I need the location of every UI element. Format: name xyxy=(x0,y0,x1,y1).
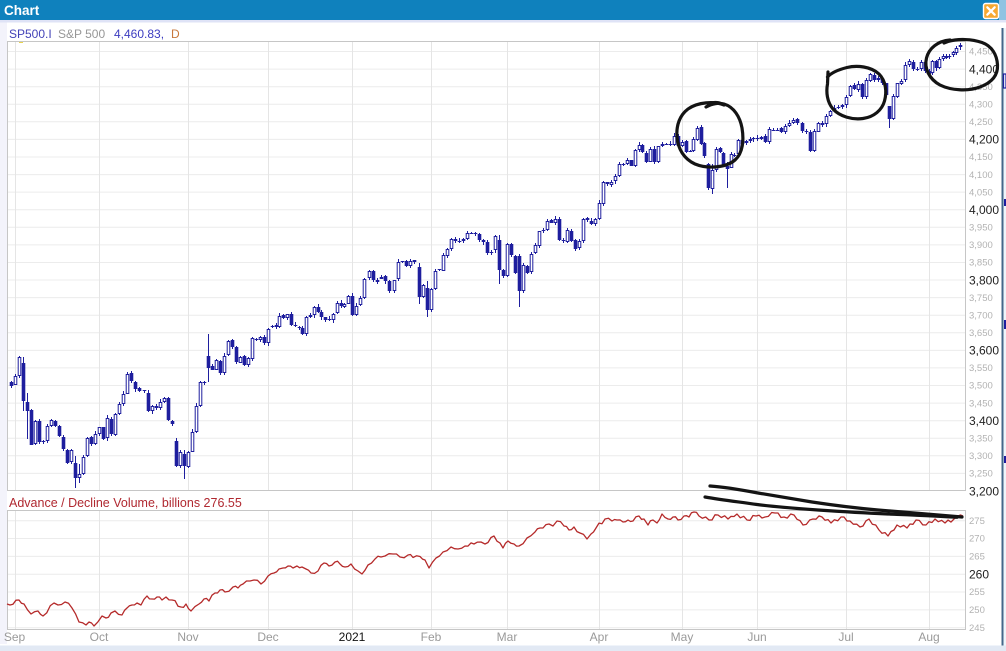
svg-text:3,950: 3,950 xyxy=(969,223,993,234)
svg-text:3,850: 3,850 xyxy=(969,258,993,269)
svg-text:Jul: Jul xyxy=(838,630,853,644)
svg-text:3,250: 3,250 xyxy=(969,469,993,480)
svg-text:Dec: Dec xyxy=(257,630,278,644)
svg-text:255: 255 xyxy=(969,587,985,598)
svg-text:3,350: 3,350 xyxy=(969,434,993,445)
svg-text:4,000: 4,000 xyxy=(969,203,999,217)
svg-text:245: 245 xyxy=(969,623,985,634)
svg-text:3,300: 3,300 xyxy=(969,451,993,462)
svg-text:4,450: 4,450 xyxy=(969,47,993,58)
svg-text:Advance / Decline Volume, bill: Advance / Decline Volume, billions 276.5… xyxy=(9,496,242,510)
svg-text:3,600: 3,600 xyxy=(969,344,999,358)
svg-text:Apr: Apr xyxy=(590,630,609,644)
svg-text:3,200: 3,200 xyxy=(969,484,999,498)
svg-text:4,200: 4,200 xyxy=(969,133,999,147)
svg-text:3,500: 3,500 xyxy=(969,381,993,392)
svg-text:3,450: 3,450 xyxy=(969,398,993,409)
svg-text:4,150: 4,150 xyxy=(969,152,993,163)
svg-text:3,700: 3,700 xyxy=(969,310,993,321)
svg-text:Nov: Nov xyxy=(177,630,198,644)
svg-text:Sep: Sep xyxy=(4,630,26,644)
svg-text:4,250: 4,250 xyxy=(969,117,993,128)
svg-text:D: D xyxy=(171,27,180,41)
svg-text:S&P 500: S&P 500 xyxy=(58,27,105,41)
svg-text:265: 265 xyxy=(969,552,985,563)
svg-text:3,800: 3,800 xyxy=(969,273,999,287)
svg-text:Jun: Jun xyxy=(747,630,766,644)
svg-text:3,650: 3,650 xyxy=(969,328,993,339)
svg-text:4,400: 4,400 xyxy=(969,62,999,76)
svg-text:4,460.83,: 4,460.83, xyxy=(114,27,164,41)
svg-text:2021: 2021 xyxy=(339,630,366,644)
svg-text:Chart: Chart xyxy=(4,3,40,18)
svg-text:May: May xyxy=(671,630,694,644)
svg-text:260: 260 xyxy=(969,568,989,582)
svg-text:3,750: 3,750 xyxy=(969,293,993,304)
svg-text:3,550: 3,550 xyxy=(969,363,993,374)
svg-text:4,100: 4,100 xyxy=(969,170,993,181)
svg-text:Oct: Oct xyxy=(90,630,109,644)
svg-text:Mar: Mar xyxy=(497,630,518,644)
svg-text:4,300: 4,300 xyxy=(969,99,993,110)
svg-text:275: 275 xyxy=(969,516,985,527)
svg-text:SP500.I: SP500.I xyxy=(9,27,52,41)
svg-text:Aug: Aug xyxy=(918,630,939,644)
svg-text:3,900: 3,900 xyxy=(969,240,993,251)
svg-text:3,400: 3,400 xyxy=(969,414,999,428)
svg-text:Feb: Feb xyxy=(421,630,442,644)
svg-text:4,050: 4,050 xyxy=(969,187,993,198)
svg-text:250: 250 xyxy=(969,605,985,616)
svg-text:270: 270 xyxy=(969,534,985,545)
